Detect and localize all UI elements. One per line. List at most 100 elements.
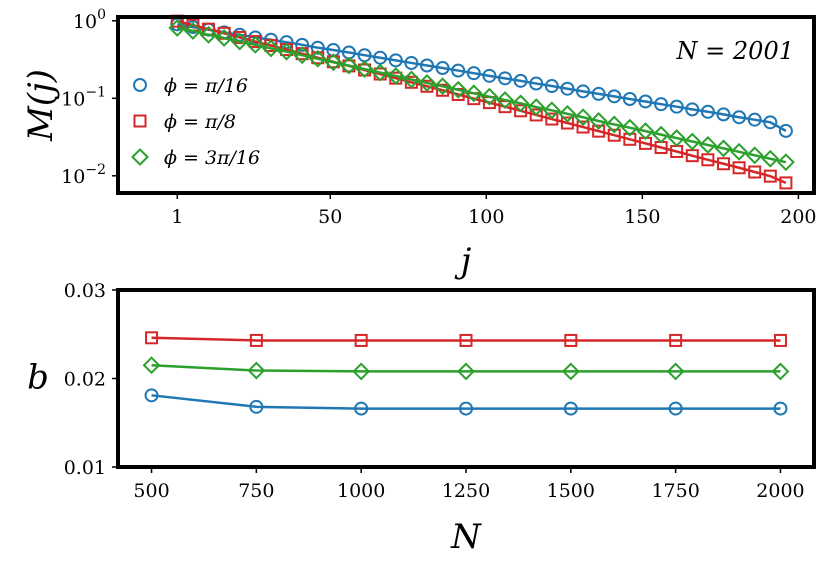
data-point <box>142 356 161 375</box>
data-point <box>247 361 266 380</box>
legend-marker <box>133 114 147 128</box>
data-point <box>527 98 546 117</box>
data-point <box>668 401 683 416</box>
data-point <box>778 123 793 138</box>
data-point <box>542 101 561 120</box>
data-point <box>732 161 746 175</box>
data-point <box>763 169 777 183</box>
data-point <box>716 107 731 122</box>
y-tick-base: 10 <box>73 11 97 33</box>
legend: ϕ = π/16 ϕ = π/8 ϕ = 3π/16 <box>131 75 260 169</box>
data-point <box>355 60 374 79</box>
y-tick-label: 10−1 <box>61 84 106 110</box>
x-tick-label: 100 <box>468 206 504 228</box>
data-point <box>418 74 436 92</box>
y-tick-label: 0.01 <box>64 457 106 479</box>
data-point <box>589 112 608 130</box>
x-tick-label: 1500 <box>547 480 595 502</box>
data-point <box>620 118 639 137</box>
y-tick-label: 0.03 <box>64 280 106 302</box>
data-point <box>529 108 543 122</box>
series-line <box>177 23 787 132</box>
data-point <box>279 35 294 50</box>
data-point <box>576 120 590 134</box>
data-point <box>388 53 403 68</box>
data-point <box>404 55 419 70</box>
legend-item: ϕ = π/16 <box>133 75 248 97</box>
data-point <box>308 49 327 68</box>
y-tick-label: 10−2 <box>61 162 106 188</box>
legend-marker <box>131 148 149 166</box>
data-point <box>249 399 264 414</box>
series-2 <box>142 356 790 381</box>
data-point <box>230 32 249 51</box>
x-tick-label: 200 <box>780 206 816 228</box>
data-point <box>419 58 434 73</box>
data-point <box>560 81 575 96</box>
data-point <box>215 29 234 47</box>
y-tick-label: 0.02 <box>64 369 106 391</box>
x-tick-label: 1750 <box>651 480 699 502</box>
data-point <box>669 99 684 114</box>
y-axis-label: b <box>27 358 49 398</box>
series-line <box>177 26 787 164</box>
legend-label: ϕ = π/16 <box>164 75 248 97</box>
data-point <box>402 70 421 89</box>
x-tick-label: 150 <box>624 206 660 228</box>
y-tick-exponent: −2 <box>85 162 106 178</box>
data-point <box>513 73 528 88</box>
series-3 <box>168 18 795 172</box>
data-point <box>480 87 499 106</box>
data-point <box>529 76 544 91</box>
data-point <box>464 84 483 103</box>
data-point <box>700 104 715 119</box>
data-point <box>451 63 466 78</box>
data-point <box>779 176 793 190</box>
data-point <box>354 333 368 347</box>
data-point <box>496 91 514 109</box>
legend-item: ϕ = π/8 <box>133 111 236 133</box>
data-point <box>352 362 371 381</box>
data-point <box>564 333 578 347</box>
data-point <box>145 331 159 345</box>
data-point <box>354 401 369 416</box>
data-point <box>433 77 452 96</box>
x-axis-label: j <box>454 241 472 281</box>
data-point <box>669 333 683 347</box>
y-tick-exponent: 0 <box>97 7 106 23</box>
data-point <box>607 128 621 142</box>
data-point <box>732 110 747 125</box>
y-tick-exponent: −1 <box>85 84 106 100</box>
data-point <box>277 42 296 61</box>
legend-item: ϕ = 3π/16 <box>131 147 260 169</box>
data-point <box>545 112 559 126</box>
x-tick-label: 2000 <box>756 480 804 502</box>
y-axis-label: M(j) <box>21 69 61 142</box>
data-point <box>745 146 764 165</box>
data-point <box>449 80 468 99</box>
data-point <box>295 37 310 52</box>
data-point <box>773 401 788 416</box>
data-point <box>436 83 450 97</box>
data-point <box>293 46 312 65</box>
data-point <box>514 104 528 118</box>
data-point <box>773 333 787 347</box>
data-point <box>371 63 390 82</box>
data-point <box>698 136 717 154</box>
data-point <box>761 149 780 168</box>
x-tick-label: 1250 <box>442 480 490 502</box>
data-point <box>246 35 265 54</box>
data-point <box>591 86 606 101</box>
x-tick-label: 50 <box>318 206 342 228</box>
series-3 <box>144 388 788 416</box>
x-tick-label: 1 <box>171 206 183 228</box>
data-point <box>459 401 473 416</box>
data-point <box>607 89 622 104</box>
data-point <box>561 362 580 381</box>
data-point <box>183 22 202 40</box>
data-point <box>652 125 670 144</box>
data-point <box>144 388 159 403</box>
data-point <box>666 362 685 381</box>
